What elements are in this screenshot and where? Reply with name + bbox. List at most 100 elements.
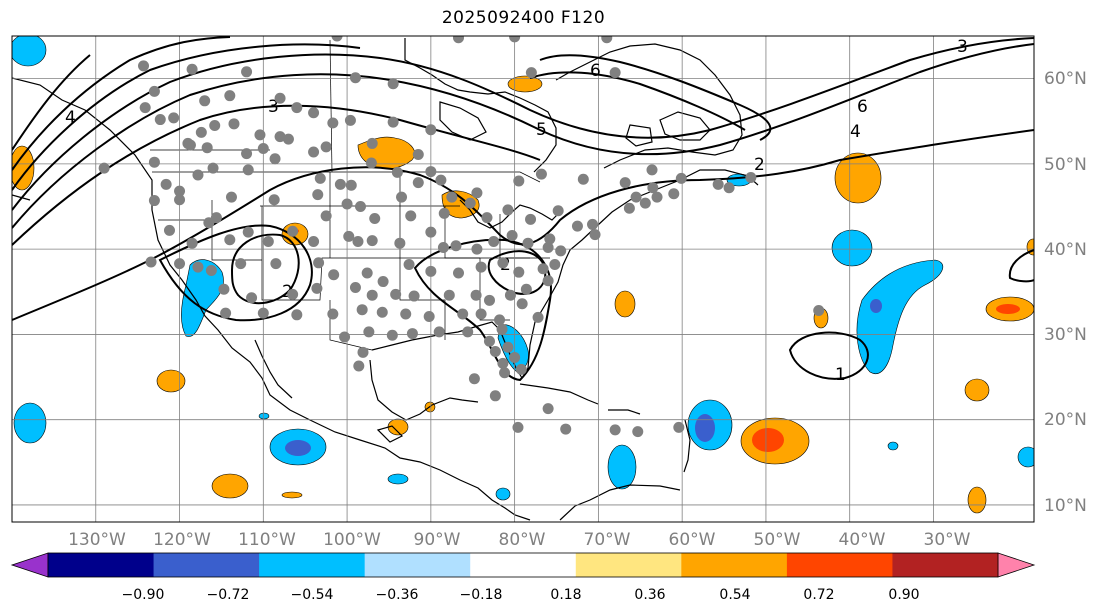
station-marker [365,157,377,169]
contour-label: 1 [835,365,846,385]
station-marker [168,112,180,124]
station-marker [387,116,399,128]
station-marker [225,191,237,203]
station-marker [406,328,418,340]
station-marker [577,173,589,185]
colorbar-tick-label: 0.90 [888,587,919,603]
station-marker [313,257,325,269]
station-marker [544,233,556,245]
station-marker [320,141,332,153]
station-marker [205,264,217,276]
shade-blue [12,36,47,67]
colorbar-tick-label: −0.18 [460,587,503,603]
station-marker [308,235,320,247]
station-marker [515,363,527,375]
station-marker [308,146,320,158]
station-marker [450,240,462,252]
station-marker [291,309,303,321]
station-marker [192,261,204,273]
station-marker [174,258,186,270]
station-marker [425,124,437,136]
contour-label: 6 [857,97,868,117]
station-marker [675,172,687,184]
station-marker [425,166,437,178]
station-marker [452,267,464,279]
station-marker [589,229,601,241]
station-marker [269,153,281,165]
station-marker [560,423,572,435]
station-marker [396,191,408,203]
station-marker [587,218,599,230]
station-marker [405,210,417,222]
station-marker [312,189,324,201]
lon-tick-labels: 130°W 120°W 110°W 100°W 90°W 80°W 70°W 6… [68,530,971,550]
station-marker [509,351,521,363]
colorbar-frame [47,552,999,578]
station-marker [366,235,378,247]
station-marker [468,373,480,385]
station-marker [668,188,680,200]
shade-blue [856,259,944,374]
colorbar-segment [153,553,260,577]
station-marker [341,198,353,210]
station-marker [331,36,343,42]
lat-tick-labels: 60°N 50°N 40°N 30°N 20°N 10°N [1044,69,1087,516]
station-marker [509,36,521,43]
station-marker [475,308,487,320]
colorbar-tick-label: −0.72 [207,587,250,603]
station-marker [462,326,474,338]
station-marker [235,258,247,270]
shade-blue [13,402,47,444]
colorbar-segments [48,553,999,577]
station-marker [423,311,435,323]
station-marker [209,120,221,132]
station-marker [353,360,365,372]
station-marker [619,177,631,189]
station-marker [218,283,230,295]
station-marker [139,102,151,114]
lon-tick-label: 130°W [68,530,126,550]
station-marker [446,191,458,203]
station-marker [443,289,455,301]
station-marker [352,235,364,247]
station-marker [504,289,516,301]
station-marker [148,85,160,97]
station-marker [224,234,236,246]
station-marker [376,306,388,318]
station-marker [314,172,326,184]
lon-tick-label: 50°W [754,530,801,550]
contour-label: 6 [590,61,601,81]
contour-label: 5 [536,120,547,140]
station-marker [412,149,424,161]
lon-tick-label: 90°W [414,530,461,550]
lon-tick-label: 70°W [584,530,631,550]
station-marker [98,162,110,174]
station-marker [328,269,340,281]
colorbar-segment [259,553,366,577]
station-marker [377,276,389,288]
station-marker [609,67,621,79]
station-marker [241,66,253,78]
station-marker [354,201,366,213]
shade-blue [887,441,899,451]
station-marker [246,292,258,304]
lat-tick-label: 50°N [1044,155,1087,175]
shade-blue [607,444,637,490]
map-area: 3 4 5 6 2 4 6 3 2 1 2 [12,36,1034,522]
contour-label: 4 [850,122,861,142]
station-marker [394,237,406,249]
lon-tick-label: 120°W [153,530,211,550]
station-marker [308,107,320,119]
station-marker [148,156,160,168]
station-marker [186,237,198,249]
station-marker [525,213,537,225]
station-marker [320,210,332,222]
station-marker [145,256,157,268]
station-marker [203,217,215,229]
shade-orange [211,473,249,499]
station-marker [327,308,339,320]
station-marker [438,207,450,219]
shade-blue [870,299,882,313]
station-marker [623,202,635,214]
shade-blue [387,473,409,485]
